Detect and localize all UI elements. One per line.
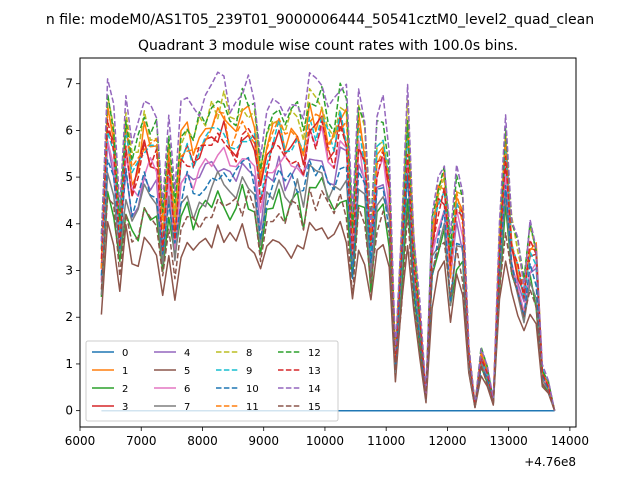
y-tick-label: 2 [65, 310, 73, 324]
y-tick-label: 5 [65, 170, 73, 184]
x-tick-label: 9000 [248, 434, 279, 448]
legend-label-4: 4 [184, 348, 190, 359]
figure-suptitle: n file: modeM0/AS1T05_239T01_9000006444_… [46, 12, 594, 28]
plot-frame [79, 57, 577, 428]
legend-label-0: 0 [122, 348, 128, 359]
y-axis: 0 1 2 3 4 5 6 7 [65, 77, 80, 418]
x-tick-label: 8000 [187, 434, 218, 448]
legend-label-9: 9 [246, 366, 252, 377]
series-line-14 [100, 71, 556, 411]
y-tick-label: 1 [65, 357, 73, 371]
series-line-10 [100, 156, 556, 411]
x-tick-label: 7000 [126, 434, 157, 448]
legend-label-7: 7 [184, 402, 190, 413]
y-tick-label: 7 [65, 77, 73, 91]
legend-label-11: 11 [246, 402, 259, 413]
series-line-5 [100, 220, 556, 411]
legend-label-2: 2 [122, 384, 128, 395]
legend-frame [85, 340, 339, 422]
x-tick-label: 10000 [306, 434, 344, 448]
y-tick-label: 4 [65, 217, 73, 231]
legend-label-5: 5 [184, 366, 190, 377]
x-axis: 6000 7000 8000 9000 10000 11000 12000 13000 1400… [65, 427, 589, 448]
series-line-8 [100, 88, 556, 411]
x-tick-label: 14000 [551, 434, 589, 448]
legend-label-3: 3 [122, 402, 128, 413]
x-tick-label: 12000 [428, 434, 466, 448]
legend-label-1: 1 [122, 366, 128, 377]
legend-label-6: 6 [184, 384, 190, 395]
y-tick-label: 3 [65, 264, 73, 278]
legend-label-13: 13 [308, 366, 321, 377]
legend-label-12: 12 [308, 348, 321, 359]
x-tick-label: 13000 [490, 434, 528, 448]
legend-label-8: 8 [246, 348, 252, 359]
series-line-15 [100, 187, 556, 411]
chart-title: Quadrant 3 module wise count rates with … [138, 38, 518, 54]
y-tick-label: 0 [65, 404, 73, 418]
x-tick-label: 6000 [65, 434, 96, 448]
series-line-11 [100, 109, 556, 411]
legend-label-14: 14 [308, 384, 321, 395]
legend-label-10: 10 [246, 384, 259, 395]
y-tick-label: 6 [65, 123, 73, 137]
legend-label-15: 15 [308, 402, 321, 413]
x-tick-label: 11000 [367, 434, 405, 448]
x-offset-label: +4.76e8 [524, 455, 576, 469]
series-lines [100, 71, 556, 412]
